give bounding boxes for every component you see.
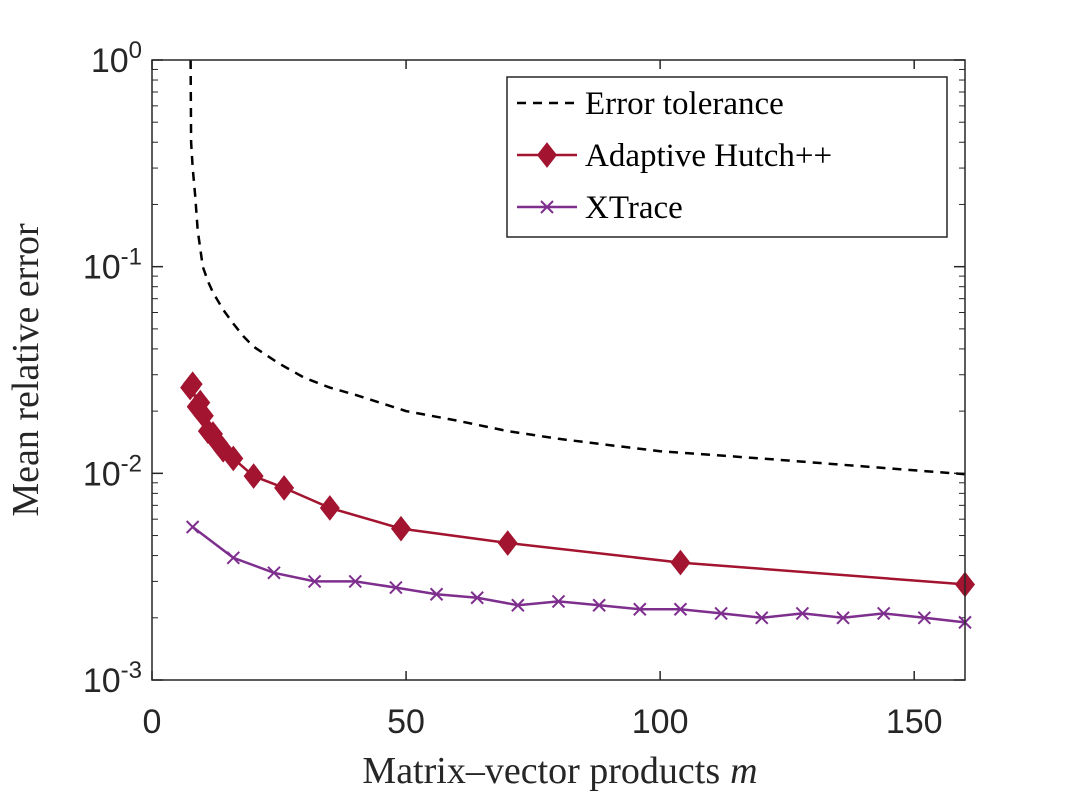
data-point (182, 371, 203, 397)
data-point (836, 611, 850, 625)
data-point (390, 515, 411, 542)
data-point (673, 602, 688, 616)
data-point (670, 549, 691, 576)
legend-item-xtrace: XTrace (517, 190, 683, 226)
data-point (795, 606, 810, 621)
data-point (274, 475, 295, 501)
data-point (226, 551, 241, 565)
legend-box (506, 76, 948, 238)
legend-item-error-tolerance: Error tolerance (517, 86, 784, 122)
legend-marker (540, 200, 554, 214)
x-axis-title: Matrix–vector products m (362, 750, 757, 792)
data-point (470, 591, 484, 605)
y-tick-label: 10-1 (83, 244, 142, 287)
data-point (876, 606, 891, 621)
x-axis-title-text: Matrix–vector products (362, 750, 720, 792)
data-point (267, 566, 281, 580)
data-point (319, 495, 340, 521)
x-tick-label: 150 (886, 703, 943, 741)
legend-label: XTrace (585, 190, 683, 226)
legend-marker (537, 142, 557, 168)
series-line-xtrace (191, 526, 966, 624)
legend-item-adaptive-hutch: Adaptive Hutch++ (517, 138, 832, 174)
data-point (592, 598, 606, 612)
legend: Error tolerance Adaptive Hutch++ XTrace (506, 76, 948, 238)
plot-frame (151, 59, 966, 681)
tick-labels: 0 50 100 150 100 10-1 10-2 10-3 (83, 37, 943, 741)
data-point (243, 463, 264, 489)
data-point (429, 587, 444, 601)
series-layer (180, 59, 975, 630)
data-point (185, 520, 200, 534)
data-point (348, 574, 362, 589)
data-point (633, 602, 647, 616)
y-axis-title: Mean relative error (5, 223, 47, 517)
data-point (389, 580, 403, 595)
data-point (223, 445, 244, 472)
data-point (917, 611, 932, 625)
data-point (551, 594, 566, 609)
data-point (511, 598, 525, 612)
series-adaptive-hutch (180, 371, 975, 598)
x-tick-label: 0 (143, 703, 162, 741)
series-error-tolerance (189, 59, 966, 476)
x-tick-label: 50 (387, 703, 425, 741)
legend-label: Error tolerance (585, 86, 784, 122)
data-point (307, 574, 322, 589)
x-axis-title-var: m (730, 750, 757, 792)
data-point (714, 606, 728, 621)
x-tick-label: 100 (632, 703, 689, 741)
y-tick-label: 10-3 (83, 657, 142, 700)
data-point (755, 611, 769, 625)
legend-label: Adaptive Hutch++ (585, 138, 832, 174)
data-point (497, 530, 518, 556)
y-tick-label: 10-2 (83, 450, 142, 493)
series-line-error-tolerance (189, 59, 966, 476)
y-tick-label: 100 (91, 37, 142, 80)
